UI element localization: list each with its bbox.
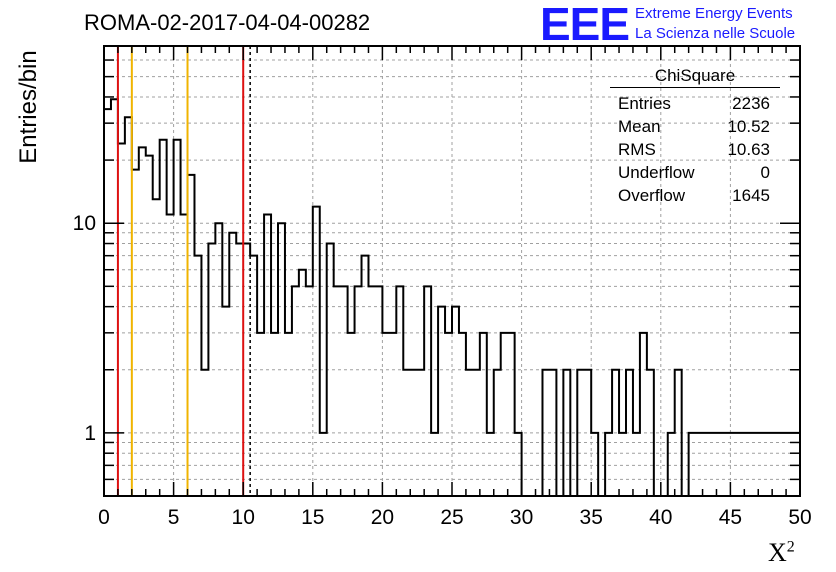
stats-label: Underflow	[618, 163, 695, 182]
eee-logo: EEE Extreme Energy Events La Scienza nel…	[540, 0, 795, 50]
stats-value: 0	[760, 163, 770, 182]
x-tick-label: 15	[301, 506, 324, 529]
x-tick-label: 0	[98, 506, 110, 529]
x-tick-label: 20	[371, 506, 394, 529]
stats-label: RMS	[618, 140, 656, 159]
x-tick-label: 25	[440, 506, 463, 529]
stats-label: Entries	[618, 94, 671, 113]
histogram-line	[104, 98, 800, 496]
stats-row: RMS 10.63	[610, 138, 780, 161]
stats-value: 10.63	[727, 140, 770, 159]
x-tick-label: 5	[168, 506, 180, 529]
y-tick-label: 10	[73, 212, 96, 235]
stats-rows: Entries 2236 Mean 10.52 RMS 10.63 Underflow 0 Ov…	[610, 92, 780, 207]
x-tick-label: 10	[232, 506, 255, 529]
stats-box: ChiSquare Entries 2236 Mean 10.52 RMS 10.63 Un…	[610, 66, 780, 207]
stats-value: 1645	[732, 186, 770, 205]
stats-row: Underflow 0	[610, 161, 780, 184]
x-tick-label: 35	[580, 506, 603, 529]
stats-row: Overflow 1645	[610, 184, 780, 207]
eee-logo-mark: EEE	[540, 0, 630, 50]
logo-line-1: Extreme Energy Events	[635, 5, 793, 22]
stats-label: Overflow	[618, 186, 686, 205]
eee-logo-text: Extreme Energy Events La Scienza nelle S…	[635, 4, 795, 44]
stats-row: Entries 2236	[610, 92, 780, 115]
x-tick-label: 30	[510, 506, 533, 529]
logo-line-2: La Scienza nelle Scuole	[635, 25, 796, 42]
x-tick-label: 50	[788, 506, 811, 529]
chart-title: ROMA-02-2017-04-04-00282	[84, 10, 371, 35]
x-axis-label: X2	[768, 538, 795, 567]
y-tick-label: 1	[84, 422, 96, 445]
stats-value: 2236	[732, 94, 770, 113]
x-tick-label: 40	[649, 506, 672, 529]
stats-row: Mean 10.52	[610, 115, 780, 138]
x-tick-label: 45	[719, 506, 742, 529]
stats-label: Mean	[618, 117, 661, 136]
stats-title: ChiSquare	[610, 66, 780, 88]
stats-value: 10.52	[727, 117, 770, 136]
